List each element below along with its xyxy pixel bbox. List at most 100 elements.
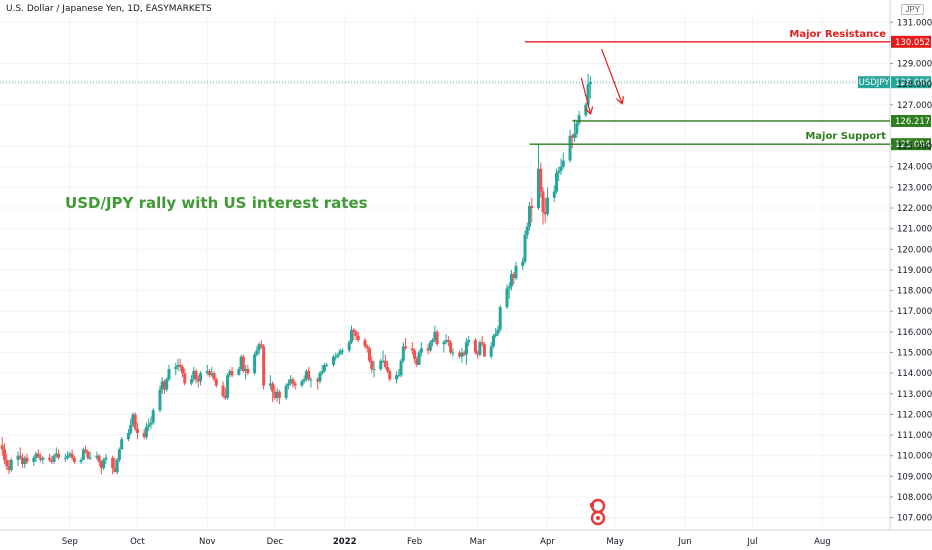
candles: [0, 73, 592, 475]
candle-body: [381, 360, 385, 362]
candle-body: [70, 453, 74, 458]
candle-body: [401, 346, 405, 361]
annotations: USD/JPY rally with US interest rates: [65, 48, 622, 212]
candle-body: [426, 348, 430, 351]
y-tick-label: 131.000: [897, 18, 932, 28]
x-tick-label: Sep: [62, 537, 78, 547]
x-tick-label: Nov: [199, 537, 216, 547]
candle-body: [561, 160, 565, 167]
y-tick-label: 122.000: [897, 204, 932, 214]
candle-body: [81, 449, 85, 460]
candle-body: [39, 457, 43, 460]
candle-body: [117, 449, 121, 460]
candle-body: [214, 379, 218, 386]
candle-body: [404, 346, 408, 349]
candle-body: [467, 340, 471, 343]
candle-body: [223, 395, 227, 398]
candle-body: [221, 385, 225, 396]
candle-body: [498, 307, 502, 330]
candle-body: [588, 82, 592, 85]
candle-body: [16, 455, 20, 460]
level-price-badge: [891, 114, 931, 127]
candle-body: [208, 371, 212, 376]
candle-body: [525, 226, 529, 235]
y-tick-label: 125.000: [897, 142, 932, 152]
x-tick-label: Apr: [540, 537, 555, 547]
candle-body: [181, 366, 185, 374]
symbol-badge: [858, 76, 890, 89]
candle-body: [66, 455, 70, 458]
candle-body: [0, 445, 4, 450]
candle-body: [3, 449, 7, 460]
candle-body: [316, 379, 320, 382]
candle-body: [199, 373, 203, 382]
candle-body: [275, 391, 279, 398]
candle-body: [419, 348, 423, 353]
y-tick-label: 123.000: [897, 183, 932, 193]
candle-body: [86, 451, 90, 458]
candle-body: [446, 340, 450, 343]
candle-body: [196, 379, 200, 382]
candle-body: [97, 455, 101, 462]
candle-body: [57, 453, 61, 458]
candle-body: [546, 197, 550, 215]
candle-body: [570, 135, 574, 138]
y-tick-label: 113.000: [897, 390, 932, 400]
candle-body: [449, 342, 453, 353]
candle-body: [507, 286, 511, 289]
candle-body: [300, 381, 304, 386]
candle-body: [212, 373, 216, 380]
candle-body: [178, 364, 182, 367]
candle-body: [18, 455, 22, 458]
candle-body: [478, 342, 482, 355]
candle-body: [415, 358, 419, 365]
candle-body: [399, 360, 403, 376]
candle-body: [476, 352, 480, 355]
candle-body: [433, 331, 437, 341]
candle-body: [50, 459, 54, 462]
candle-body: [190, 379, 194, 384]
candle-body: [370, 360, 374, 370]
y-tick-label: 120.000: [897, 245, 932, 255]
candle-body: [284, 385, 288, 398]
currency-badge[interactable]: JPY: [901, 4, 924, 15]
candle-body: [521, 261, 525, 266]
candle-body: [397, 375, 401, 377]
candle-body: [192, 371, 196, 380]
candle-body: [34, 453, 38, 458]
x-tick-label: Dec: [267, 537, 284, 547]
candle-body: [262, 346, 266, 386]
candle-body: [68, 453, 72, 456]
candle-body: [237, 369, 241, 376]
candle-body: [557, 170, 561, 173]
candle-body: [388, 371, 392, 380]
candle-body: [149, 422, 153, 425]
candle-body: [160, 381, 164, 390]
candle-body: [104, 457, 108, 460]
candle-body: [268, 383, 272, 386]
candle-body: [340, 350, 344, 352]
y-tick-label: 115.000: [897, 348, 932, 358]
candle-body: [555, 172, 559, 192]
level-name-label: Major Resistance: [789, 29, 886, 40]
candle-body: [293, 383, 297, 386]
candle-body: [462, 352, 466, 355]
candle-body: [289, 379, 293, 384]
x-tick-label: 2022: [333, 537, 357, 547]
level-price-label: 126.217: [895, 117, 930, 127]
candle-body: [444, 340, 448, 343]
candle-body: [349, 329, 353, 343]
arrow: [601, 48, 622, 103]
candle-body: [541, 191, 545, 213]
candle-body: [9, 459, 13, 471]
candle-body: [505, 288, 509, 308]
candle-body: [309, 379, 313, 381]
y-tick-label: 119.000: [897, 266, 932, 276]
y-tick-label: 118.000: [897, 287, 932, 297]
candle-body: [63, 457, 67, 459]
candle-body: [205, 371, 209, 374]
level-price-label: 130.052: [895, 38, 930, 48]
y-tick-label: 124.000: [897, 163, 932, 173]
x-tick-label: Oct: [130, 537, 145, 547]
